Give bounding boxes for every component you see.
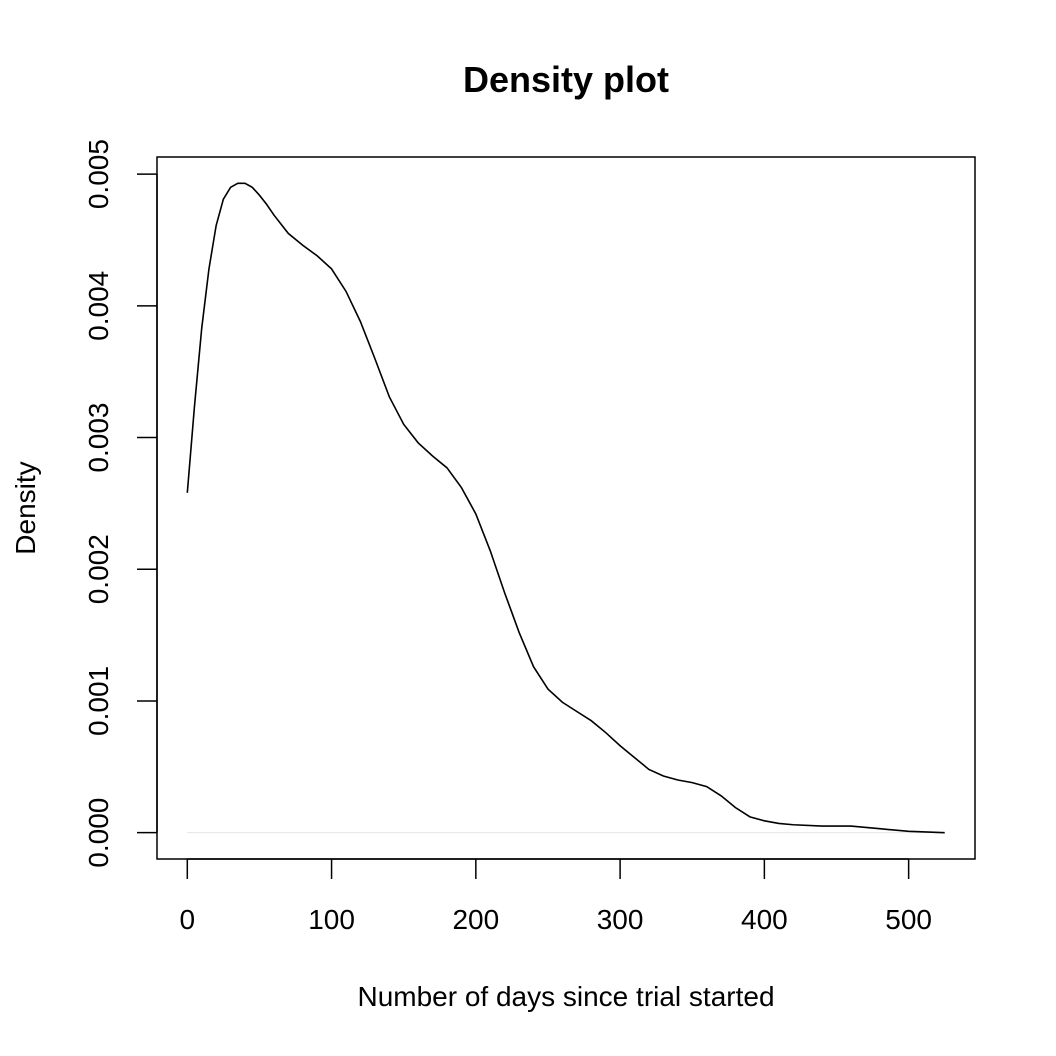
y-tick-label: 0.002 (83, 534, 114, 604)
x-tick-label: 100 (308, 904, 355, 935)
x-tick-label: 200 (452, 904, 499, 935)
y-axis: 0.000 0.001 0.002 0.003 0.004 0.005 (83, 139, 158, 868)
y-tick-label: 0.000 (83, 798, 114, 868)
x-tick-label: 500 (885, 904, 932, 935)
chart-title: Density plot (463, 59, 669, 100)
plot-frame (156, 156, 976, 860)
density-curve (186, 182, 945, 834)
x-tick-label: 0 (180, 904, 196, 935)
y-axis-label: Density (10, 461, 41, 554)
x-axis: 0 100 200 300 400 500 (180, 858, 932, 935)
y-tick-label: 0.003 (83, 403, 114, 473)
y-tick-label: 0.001 (83, 666, 114, 736)
x-tick-label: 400 (741, 904, 788, 935)
x-axis-label: Number of days since trial started (357, 981, 774, 1012)
y-tick-label: 0.005 (83, 139, 114, 209)
y-tick-label: 0.004 (83, 271, 114, 341)
x-tick-label: 300 (597, 904, 644, 935)
